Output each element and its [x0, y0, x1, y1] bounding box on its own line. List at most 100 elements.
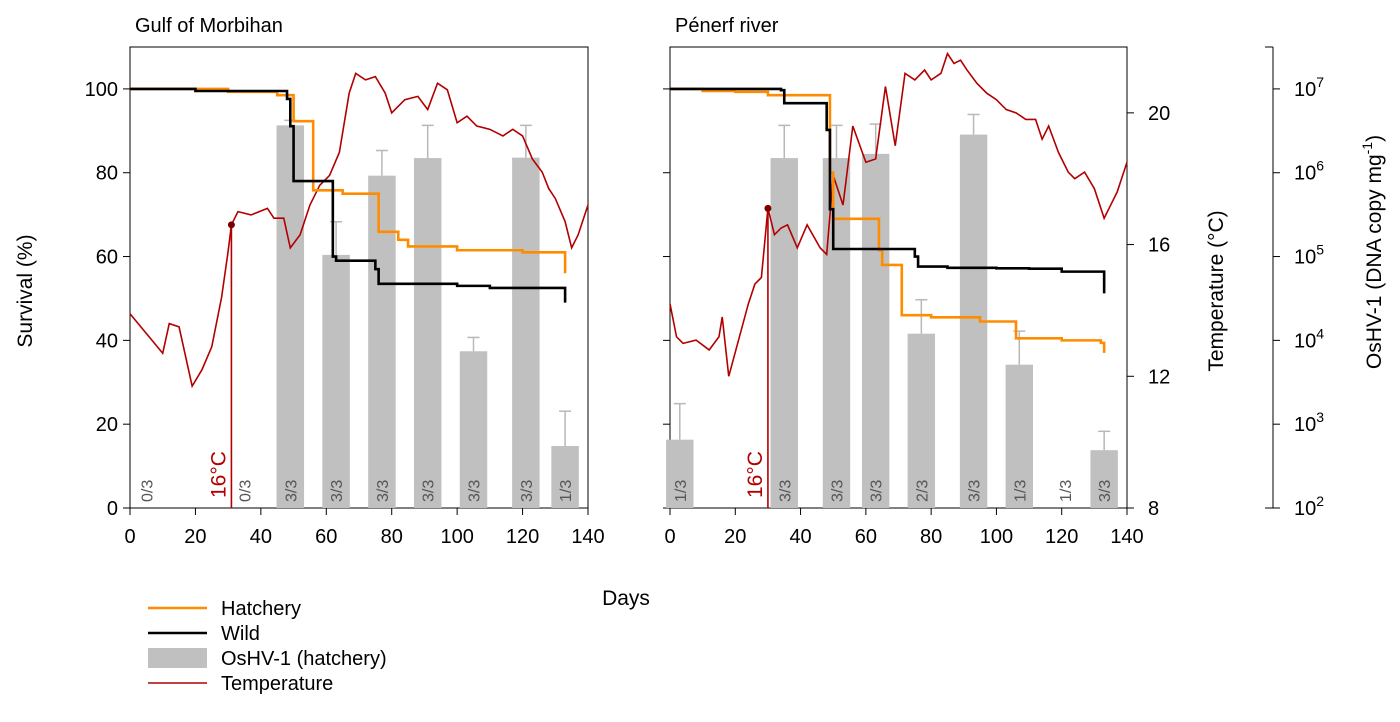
oshv-tick-exponent: 4 [1316, 325, 1324, 341]
oshv-bar [413, 158, 442, 509]
oshv-axis-label: OsHV-1 (DNA copy mg-1) [1359, 135, 1386, 369]
oshv-axis-label-main: OsHV-1 (DNA copy mg [1363, 154, 1386, 369]
positive-ratio-label: 3/3 [829, 480, 846, 502]
x-tick-label: 80 [381, 526, 403, 548]
wild-survival-line [130, 87, 567, 303]
y-tick-label: 0 [107, 498, 118, 520]
oshv-bar [1005, 364, 1033, 508]
temperature-line [129, 72, 589, 389]
oshv-bar [512, 157, 540, 508]
oshv-tick-base: 10 [1294, 498, 1316, 520]
survival-axis-label: Survival (%) [14, 234, 37, 347]
legend-swatch [148, 648, 207, 668]
x-tick-label: 40 [250, 526, 272, 548]
wild-survival-line [670, 87, 1106, 294]
x-tick-label: 100 [980, 526, 1013, 548]
oshv-bar [861, 153, 890, 509]
oshv-bar [907, 333, 936, 508]
oshv-tick-base: 10 [1294, 330, 1316, 352]
y-tick-label: 100 [85, 79, 118, 101]
oshv-bar [1090, 450, 1118, 508]
oshv-tick-exponent: 7 [1316, 74, 1324, 90]
legend-label: Temperature [221, 673, 333, 695]
temp-tick-label: 16 [1148, 235, 1170, 257]
x-tick-label: 140 [1110, 526, 1143, 548]
x-tick-label: 20 [724, 526, 746, 548]
panel-title: Pénerf river [675, 15, 779, 37]
x-tick-label: 80 [920, 526, 942, 548]
positive-ratio-label: 3/3 [777, 480, 794, 502]
oshv-tick-exponent: 2 [1316, 493, 1324, 509]
temperature-axis: 8 12 16 20 [1127, 103, 1170, 520]
oshv-tick-exponent: 6 [1316, 158, 1324, 174]
positive-ratio-label: 0/3 [139, 480, 156, 502]
oshv-bar [368, 175, 396, 509]
positive-ratio-label: 3/3 [467, 480, 484, 502]
temperature-line [669, 51, 1128, 377]
x-tick-label: 0 [664, 526, 675, 548]
legend-label: Wild [221, 623, 260, 645]
oshv-tick-base: 10 [1294, 247, 1316, 269]
legend-label: OsHV-1 (hatchery) [221, 648, 387, 670]
oshv-bar [322, 254, 350, 508]
positive-ratio-label: 3/3 [421, 480, 438, 502]
positive-ratio-label: 3/3 [869, 480, 886, 502]
oshv-tick-label: 104 [1294, 325, 1324, 352]
temperature-axis-label: Temperature (°C) [1205, 210, 1228, 371]
plot-frame [669, 46, 1128, 509]
temp-tick-label: 20 [1148, 103, 1170, 125]
panel-penerf-river: Pénerf river 0 20 40 60 80 100 120 140 1/3 3/3 3/3 3… [663, 15, 1144, 548]
temp-marker-dot [764, 204, 772, 212]
plot-frame [129, 46, 589, 509]
temp-marker-dot [227, 221, 235, 229]
legend-label: Hatchery [221, 598, 301, 620]
oshv-tick-label: 107 [1294, 74, 1324, 101]
oshv-axis-label-end: ) [1363, 135, 1386, 142]
hatchery-survival-line [670, 87, 1106, 353]
positive-ratio-label: 1/3 [673, 480, 690, 502]
oshv-bar [276, 125, 305, 509]
temp-tick-label: 12 [1148, 366, 1170, 388]
panel-title: Gulf of Morbihan [135, 15, 283, 37]
oshv-axis-label-sup: -1 [1359, 142, 1375, 155]
oshv-bar [822, 158, 851, 509]
oshv-tick-label: 106 [1294, 158, 1324, 185]
positive-ratio-label: 3/3 [329, 480, 346, 502]
x-tick-label: 20 [184, 526, 206, 548]
y-tick-label: 20 [96, 414, 118, 436]
oshv-tick-label: 102 [1294, 493, 1324, 520]
oshv-bar [770, 158, 798, 509]
oshv-bar [551, 445, 579, 508]
legend: Hatchery Wild OsHV-1 (hatchery) Temperature [148, 598, 387, 695]
panel-gulf-of-morbihan: Gulf of Morbihan 0 20 40 60 80 100 120 140 0 20 40 6… [85, 15, 605, 548]
positive-ratio-label: 2/3 [914, 480, 931, 502]
x-tick-label: 60 [855, 526, 877, 548]
y-tick-label: 40 [96, 330, 118, 352]
positive-ratio-label: 1/3 [1012, 480, 1029, 502]
oshv-tick-label: 103 [1294, 409, 1324, 436]
positive-ratio-label: 1/3 [1058, 480, 1075, 502]
oshv-tick-base: 10 [1294, 163, 1316, 185]
oshv-tick-base: 10 [1294, 414, 1316, 436]
oshv-bar [459, 351, 488, 508]
positive-ratio-label: 3/3 [519, 480, 536, 502]
positive-ratio-label: 3/3 [967, 480, 984, 502]
x-tick-label: 0 [124, 526, 135, 548]
x-tick-label: 40 [789, 526, 811, 548]
positive-ratio-label: 3/3 [283, 480, 300, 502]
oshv-tick-label: 105 [1294, 242, 1324, 269]
oshv-bar [666, 439, 694, 508]
temp-tick-label: 8 [1148, 498, 1159, 520]
positive-ratio-label: 1/3 [558, 480, 575, 502]
positive-ratio-label: 3/3 [375, 480, 392, 502]
temp-marker-label: 16°C [207, 451, 230, 498]
x-tick-label: 100 [440, 526, 473, 548]
x-tick-label: 120 [506, 526, 539, 548]
x-tick-label: 120 [1045, 526, 1078, 548]
positive-ratio-label: 3/3 [1097, 480, 1114, 502]
x-tick-label: 60 [315, 526, 337, 548]
positive-ratio-label: 0/3 [238, 480, 255, 502]
oshv-tick-base: 10 [1294, 79, 1316, 101]
